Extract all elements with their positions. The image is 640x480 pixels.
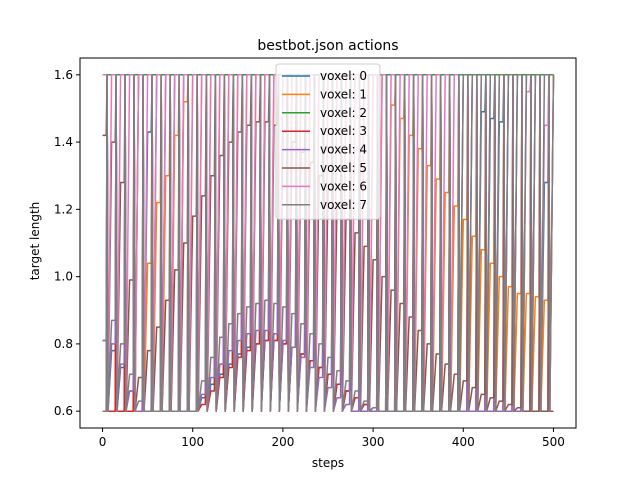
- x-tick-label: 500: [542, 435, 565, 449]
- y-axis-label: target length: [28, 202, 42, 281]
- legend: voxel: 0 voxel: 1 voxel: 2 voxel: 3 voxel: 4…: [275, 63, 381, 220]
- legend-entry: voxel: 6: [320, 179, 367, 193]
- legend-entry: voxel: 2: [320, 106, 367, 120]
- legend-entry: voxel: 5: [320, 161, 367, 175]
- x-tick-label: 100: [181, 435, 204, 449]
- x-tick-label: 400: [452, 435, 475, 449]
- series-line-voxel-7: [102, 74, 555, 412]
- y-tick-label: 1.6: [54, 68, 73, 82]
- plot-frame: [79, 57, 577, 429]
- tick-layer: 0 100 200 300 400 500 0.6 0.8 1.0 1.2 1.4 1.6: [54, 68, 565, 449]
- y-tick-label: 1.2: [54, 202, 73, 216]
- x-tick-label: 300: [362, 435, 385, 449]
- legend-entry: voxel: 4: [320, 143, 367, 157]
- chart-title: bestbot.json actions: [257, 38, 398, 54]
- legend-entry: voxel: 0: [320, 69, 367, 83]
- x-axis-label: steps: [312, 456, 344, 470]
- x-tick-label: 0: [99, 435, 107, 449]
- legend-entry: voxel: 7: [320, 198, 367, 212]
- y-tick-label: 0.8: [54, 337, 73, 351]
- x-tick-label: 200: [271, 435, 294, 449]
- y-tick-label: 1.0: [54, 270, 73, 284]
- legend-entry: voxel: 3: [320, 124, 367, 138]
- legend-box: [275, 63, 381, 220]
- y-tick-label: 0.6: [54, 404, 73, 418]
- y-tick-label: 1.4: [54, 135, 73, 149]
- legend-entry: voxel: 1: [320, 87, 367, 101]
